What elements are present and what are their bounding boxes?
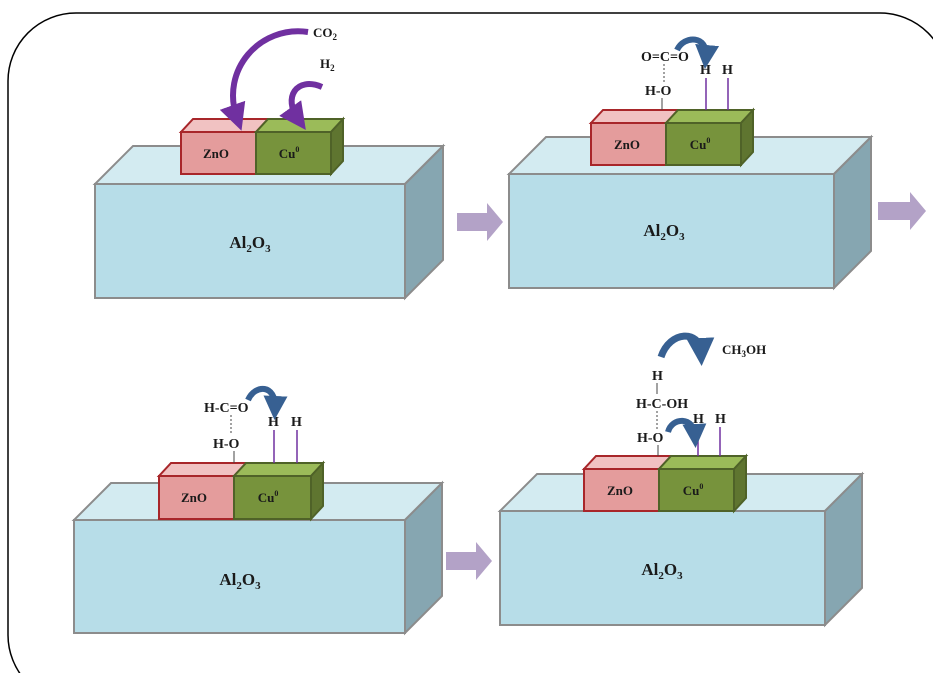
co2-adsorption-arrow [233,31,308,118]
methanol-release-arrow [661,336,701,357]
process-arrow-3 [446,542,492,580]
methanol-intermediate-label: H-C-OH [636,397,688,412]
hydrogenation-arrow [668,421,695,436]
formate-label: H-C=O [204,401,249,416]
panel-2: Al2O3 ZnO Cu0 O=C=O H-O H H [509,40,871,288]
process-arrow-2 [878,192,926,230]
co2-adsorbed-label: O=C=O [641,50,689,65]
methoxy-top-h: H [652,369,663,384]
process-arrow-1 [457,203,503,241]
hydroxyl-label: H-O [645,84,672,99]
panel-3: Al2O3 ZnO Cu0 H-C=O H-O H H [74,389,442,633]
h2-label: H2 [320,56,335,73]
cu-block-top [666,110,753,123]
zno-label: ZnO [607,483,633,498]
zno-block-top [591,110,678,123]
hydrogen-atom-2: H [722,63,733,78]
zno-block-top [159,463,246,476]
hydroxyl-label: H-O [637,431,664,446]
hydroxyl-label: H-O [213,437,240,452]
cu-block-top [256,119,343,132]
hydrogen-atom-2: H [291,415,302,430]
hydrogen-atom-1: H [268,415,279,430]
co2-label: CO2 [313,25,338,42]
zno-block-top [584,456,671,469]
hydrogen-atom-2: H [715,412,726,427]
zno-label: ZnO [181,490,207,505]
zno-label: ZnO [614,137,640,152]
substrate-front-face [500,511,825,625]
h2-adsorption-arrow [292,84,322,119]
hydrogen-atom-1: H [700,63,711,78]
substrate-front-face [95,184,405,298]
zno-label: ZnO [203,146,229,161]
cu-block-top [234,463,323,476]
hydrogenation-arrow [248,389,275,408]
panel-4: Al2O3 ZnO Cu0 H H-C-OH H-O H H CH3OH [500,336,862,625]
cu-block-top [659,456,746,469]
panel-1: Al2O3 ZnO Cu0 CO2 H2 [95,25,443,298]
zno-block-top [181,119,268,132]
methanol-product-label: CH3OH [722,342,766,359]
substrate-front-face [74,520,405,633]
